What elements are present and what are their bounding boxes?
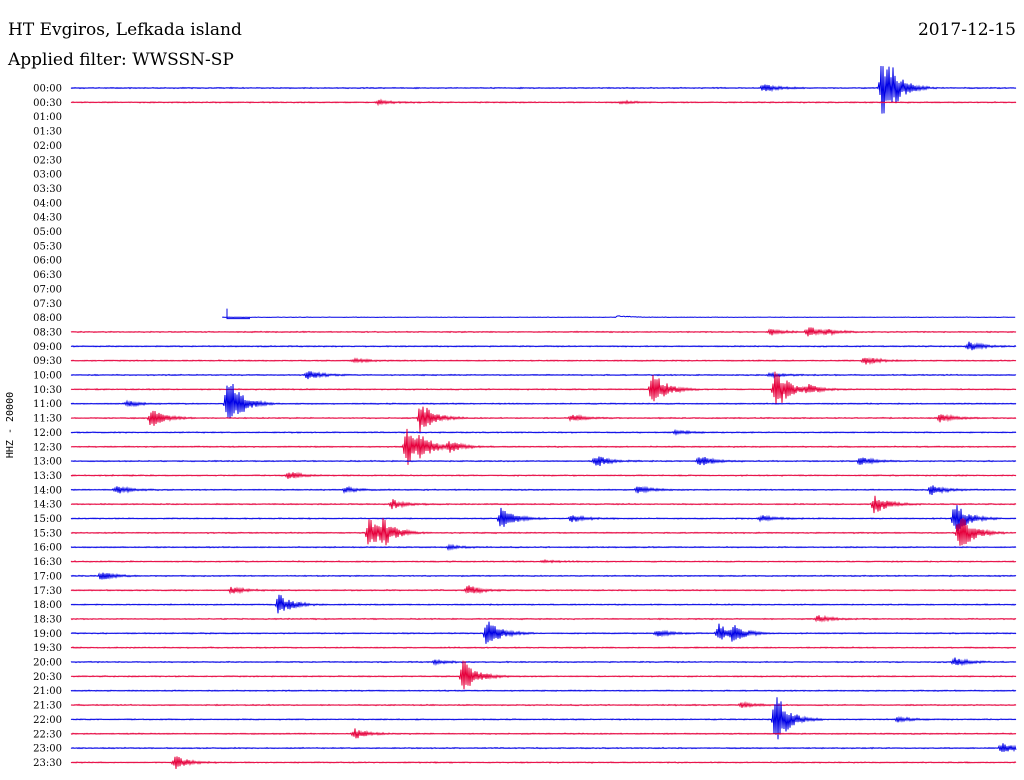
- seismic-trace: [70, 495, 1017, 514]
- time-label: 22:30: [33, 729, 62, 740]
- time-label: 23:30: [33, 758, 62, 769]
- channel-label: HHZ - 20000: [5, 391, 16, 459]
- time-label: 09:30: [33, 356, 62, 367]
- time-label: 13:30: [33, 471, 62, 482]
- time-label: 12:30: [33, 442, 62, 453]
- time-label: 03:00: [33, 170, 62, 181]
- station-title: HT Evgiros, Lefkada island: [8, 20, 242, 40]
- time-label: 04:30: [33, 213, 62, 224]
- time-label: 21:30: [33, 701, 62, 712]
- filter-value: WWSSN-SP: [132, 50, 234, 70]
- seismic-trace: [70, 572, 1017, 580]
- seismic-trace: [70, 456, 1017, 466]
- seismic-trace: [70, 697, 1017, 740]
- seismic-trace: [70, 621, 1017, 644]
- time-label: 17:00: [33, 571, 62, 582]
- time-label: 06:00: [33, 256, 62, 267]
- seismic-trace: [70, 585, 1017, 595]
- time-label: 14:00: [33, 485, 62, 496]
- seismic-trace: [70, 728, 1017, 739]
- date-label: 2017-12-15: [917, 20, 1016, 40]
- seismic-trace: [70, 660, 1017, 690]
- time-label: 01:30: [33, 127, 62, 138]
- time-label: 03:30: [33, 184, 62, 195]
- time-label: 19:00: [33, 629, 62, 640]
- time-label: 04:00: [33, 198, 62, 209]
- time-label: 08:30: [33, 327, 62, 338]
- trace-layer: [70, 65, 1017, 769]
- time-label: 08:00: [33, 313, 62, 324]
- time-label: 14:30: [33, 500, 62, 511]
- time-label: 11:00: [33, 399, 62, 410]
- seismic-trace: [70, 357, 1017, 365]
- seismic-trace: [70, 371, 1017, 405]
- seismic-trace: [70, 543, 1017, 552]
- time-label: 15:00: [33, 514, 62, 525]
- time-axis: 00:00 00:30 01:00 01:30 02:00 02:30 03:00 03:30…: [33, 84, 62, 769]
- time-label: 06:30: [33, 270, 62, 281]
- time-label: 20:00: [33, 658, 62, 669]
- seismic-trace: [70, 341, 1017, 351]
- time-label: 19:30: [33, 643, 62, 654]
- seismic-trace: [70, 383, 1017, 419]
- time-label: 21:00: [33, 686, 62, 697]
- time-label: 15:30: [33, 528, 62, 539]
- time-label: 00:30: [33, 98, 62, 109]
- seismic-trace: [70, 558, 1017, 564]
- seismic-trace: [70, 428, 1017, 436]
- time-label: 20:30: [33, 672, 62, 683]
- time-label: 05:00: [33, 227, 62, 238]
- trace-start-marker: [226, 308, 250, 320]
- time-label: 13:00: [33, 457, 62, 468]
- seismic-trace: [70, 371, 1017, 380]
- time-label: 00:00: [33, 84, 62, 95]
- time-label: 12:00: [33, 428, 62, 439]
- time-label: 11:30: [33, 414, 62, 425]
- seismic-trace: [70, 428, 1017, 465]
- time-label: 10:00: [33, 371, 62, 382]
- seismic-trace: [70, 327, 1017, 337]
- time-label: 09:00: [33, 342, 62, 353]
- seismic-trace: [70, 98, 1017, 107]
- time-label: 07:00: [33, 284, 62, 295]
- time-label: 02:00: [33, 141, 62, 152]
- time-label: 07:30: [33, 299, 62, 310]
- seismic-trace: [70, 65, 1017, 114]
- seismic-trace: [70, 743, 1017, 753]
- seismic-trace: [70, 646, 1017, 650]
- seismic-trace: [70, 594, 1017, 614]
- filter-label: Applied filter:: [8, 50, 127, 70]
- time-label: 22:00: [33, 715, 62, 726]
- time-label: 01:00: [33, 112, 62, 123]
- time-label: 16:30: [33, 557, 62, 568]
- time-label: 18:00: [33, 600, 62, 611]
- seismic-trace: [70, 406, 1017, 433]
- seismic-trace: [70, 756, 1017, 769]
- time-label: 23:00: [33, 744, 62, 755]
- seismic-trace: [222, 315, 1016, 319]
- seismic-trace: [70, 471, 1017, 479]
- seismic-trace: [70, 505, 1017, 532]
- time-label: 02:30: [33, 155, 62, 166]
- time-label: 18:30: [33, 614, 62, 625]
- seismic-trace: [70, 485, 1017, 496]
- seismic-trace: [70, 657, 1017, 667]
- seismic-trace: [70, 689, 1017, 693]
- seismic-trace: [70, 701, 1017, 709]
- time-label: 16:00: [33, 543, 62, 554]
- time-label: 05:30: [33, 241, 62, 252]
- seismic-trace: [70, 518, 1017, 546]
- filter-line: Applied filter: WWSSN-SP: [8, 48, 234, 72]
- time-label: 10:30: [33, 385, 62, 396]
- time-label: 17:30: [33, 586, 62, 597]
- seismic-trace: [70, 614, 1017, 623]
